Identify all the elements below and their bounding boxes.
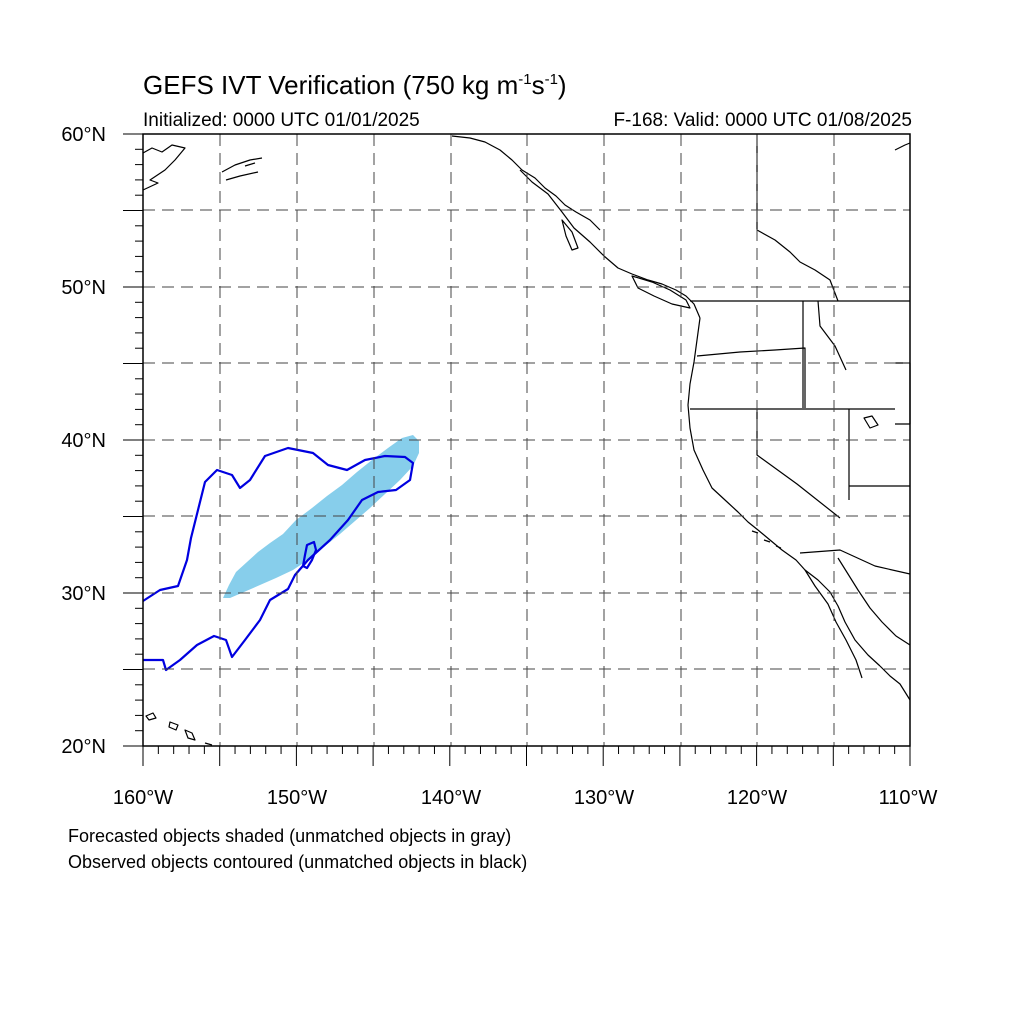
hawaii-islands [145, 712, 213, 746]
coastlines [142, 135, 911, 746]
vancouver-island [631, 275, 691, 309]
us-mexico-border [799, 549, 911, 575]
alaska-coast [142, 144, 186, 191]
initialized-label: Initialized: 0000 UTC 01/01/2025 [143, 110, 420, 131]
observed-ivt-contours [142, 446, 415, 672]
alaska-islands [221, 157, 263, 181]
valid-time-label: F-168: Valid: 0000 UTC 01/08/2025 [613, 110, 912, 131]
lon-label-160w: 160°W [113, 787, 173, 809]
observed-contour-inner [301, 540, 318, 570]
lon-label-130w: 130°W [574, 787, 634, 809]
idaho-border [802, 300, 847, 408]
mexico-coast [837, 557, 911, 646]
mexico-coast-south [879, 665, 911, 701]
observed-contour-outer [142, 446, 415, 672]
legend-forecast-note: Forecasted objects shaded (unmatched obj… [68, 826, 512, 846]
axis-ticks [123, 133, 911, 766]
washington-oregon-border [696, 347, 806, 408]
lon-label-140w: 140°W [421, 787, 481, 809]
channel-islands [751, 530, 782, 549]
great-salt-lake [863, 415, 879, 429]
lat-label-30: 30°N [61, 583, 106, 605]
bc-coast [519, 169, 701, 319]
lat-label-40: 40°N [61, 430, 106, 452]
lat-label-20: 20°N [61, 736, 106, 758]
graticule [143, 134, 910, 746]
map-title: GEFS IVT Verification (750 kg m-1s-1) [143, 70, 567, 100]
california-nevada-border [756, 409, 841, 519]
gulf-alaska-coast [451, 135, 601, 231]
lat-label-60: 60°N [61, 124, 106, 146]
lat-label-50: 50°N [61, 277, 106, 299]
lon-label-110w: 110°W [879, 787, 938, 809]
legend-observed-note: Observed objects contoured (unmatched ob… [68, 852, 528, 872]
hudson-coast [894, 142, 911, 151]
lon-label-150w: 150°W [267, 787, 327, 809]
haida-gwaii [561, 219, 579, 251]
baja-peninsula [804, 569, 863, 679]
alberta-line [756, 135, 839, 302]
montana-border [895, 362, 911, 425]
us-west-coast [687, 317, 881, 667]
lon-label-120w: 120°W [727, 787, 787, 809]
